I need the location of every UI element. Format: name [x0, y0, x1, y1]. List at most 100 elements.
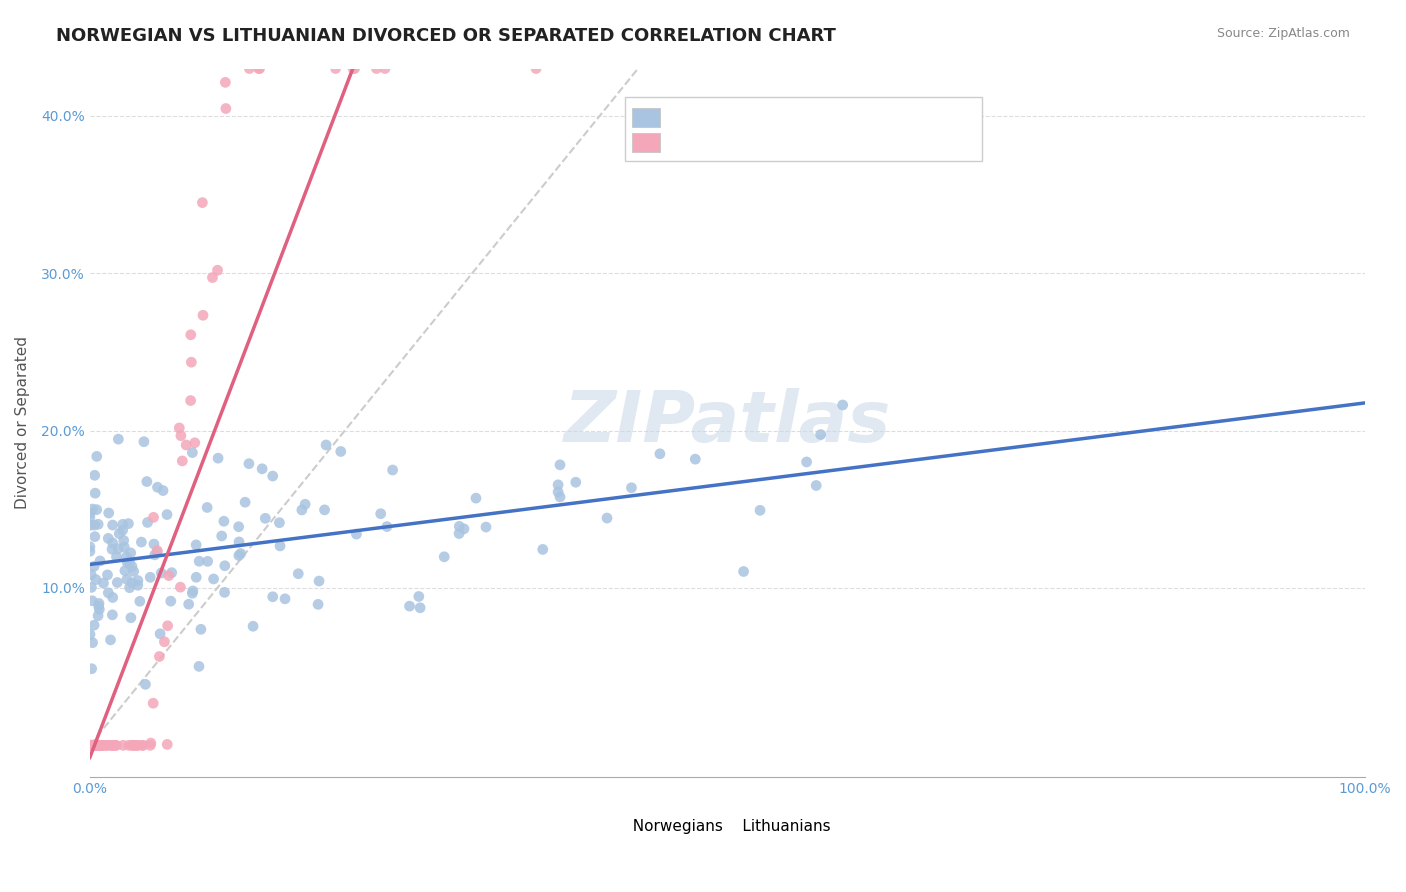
Point: [84, 739, 107, 753]
Point: [111, 517, 134, 532]
Point: [274, 591, 297, 606]
Point: [89, 554, 111, 568]
Point: [247, 62, 270, 76]
Point: [228, 519, 250, 533]
Point: [287, 566, 309, 581]
Point: [127, 578, 149, 592]
Point: [262, 469, 284, 483]
Point: [79, 739, 101, 753]
Point: [242, 619, 264, 633]
Point: [111, 523, 134, 537]
Point: [107, 541, 129, 556]
Point: [142, 696, 165, 710]
Point: [291, 503, 314, 517]
Point: [80, 739, 103, 753]
Point: [79, 739, 101, 753]
Point: [169, 421, 191, 435]
FancyBboxPatch shape: [772, 817, 800, 837]
Point: [433, 549, 456, 564]
Point: [79, 510, 101, 524]
Point: [180, 327, 202, 342]
Point: [118, 739, 141, 753]
Point: [131, 535, 153, 549]
Point: [148, 649, 170, 664]
Point: [449, 526, 471, 541]
Point: [117, 556, 139, 570]
Point: [254, 511, 277, 525]
Point: [87, 599, 110, 614]
Point: [547, 478, 569, 492]
Point: [683, 452, 706, 467]
Point: [79, 739, 101, 753]
Point: [307, 598, 329, 612]
Point: [465, 491, 488, 505]
Point: [89, 602, 111, 616]
Point: [475, 520, 498, 534]
Point: [294, 497, 316, 511]
Point: [149, 627, 172, 641]
Point: [80, 739, 103, 753]
Text: NORWEGIAN VS LITHUANIAN DIVORCED OR SEPARATED CORRELATION CHART: NORWEGIAN VS LITHUANIAN DIVORCED OR SEPA…: [56, 27, 837, 45]
Point: [108, 526, 131, 541]
Point: [342, 62, 364, 76]
Point: [228, 535, 250, 549]
Point: [212, 514, 235, 528]
Point: [191, 195, 214, 210]
Point: [181, 583, 204, 598]
Point: [269, 539, 291, 553]
Point: [104, 739, 127, 753]
Point: [215, 102, 238, 116]
Point: [156, 738, 179, 752]
Point: [190, 623, 212, 637]
Point: [121, 739, 143, 753]
Point: [94, 739, 117, 753]
Point: [146, 480, 169, 494]
Point: [82, 739, 104, 753]
Point: [796, 455, 818, 469]
Point: [117, 516, 139, 531]
Point: [159, 594, 181, 608]
Point: [142, 510, 165, 524]
Point: [112, 739, 135, 753]
Point: [91, 739, 114, 753]
Text: R = 0.053   N = 146: R = 0.053 N = 146: [666, 107, 873, 126]
Point: [132, 739, 155, 753]
Text: ZIPatlas: ZIPatlas: [564, 388, 891, 458]
Point: [87, 597, 110, 611]
Point: [214, 75, 236, 89]
Point: [86, 739, 108, 753]
Point: [118, 555, 141, 569]
Point: [124, 739, 146, 753]
Point: [128, 594, 150, 608]
Point: [90, 739, 112, 753]
Point: [80, 739, 103, 753]
Point: [381, 463, 404, 477]
Point: [80, 739, 103, 753]
Point: [191, 308, 214, 322]
Point: [79, 739, 101, 753]
Point: [229, 547, 252, 561]
Point: [238, 62, 260, 76]
Point: [79, 518, 101, 533]
Point: [86, 450, 108, 464]
Point: [97, 532, 120, 546]
Point: [127, 574, 149, 588]
Point: [172, 454, 194, 468]
Point: [90, 739, 112, 753]
Point: [181, 445, 204, 459]
Point: [122, 565, 145, 579]
Point: [524, 62, 547, 76]
Point: [101, 591, 124, 605]
FancyBboxPatch shape: [631, 109, 661, 127]
Point: [79, 627, 101, 641]
Point: [250, 462, 273, 476]
Point: [160, 566, 183, 580]
Point: [143, 537, 166, 551]
Point: [79, 540, 101, 554]
Point: [202, 572, 225, 586]
Point: [132, 434, 155, 449]
Point: [80, 739, 103, 753]
Point: [146, 543, 169, 558]
Point: [375, 519, 398, 533]
Point: [90, 739, 112, 753]
